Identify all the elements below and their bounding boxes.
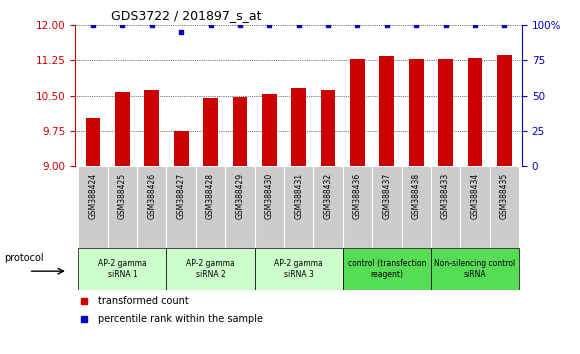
Bar [255, 166, 284, 248]
Text: GSM388432: GSM388432 [324, 173, 332, 219]
Bar [78, 166, 108, 248]
Text: Non-silencing control
siRNA: Non-silencing control siRNA [434, 259, 516, 279]
Text: GSM388431: GSM388431 [294, 173, 303, 219]
Bar [497, 55, 512, 166]
Bar [284, 166, 313, 248]
Bar [321, 90, 335, 166]
Text: GSM388424: GSM388424 [89, 173, 97, 219]
Text: GSM388429: GSM388429 [235, 173, 244, 219]
Text: GDS3722 / 201897_s_at: GDS3722 / 201897_s_at [111, 9, 262, 22]
Bar [372, 166, 401, 248]
Text: control (transfection
reagent): control (transfection reagent) [347, 259, 426, 279]
Bar [108, 166, 137, 248]
Bar [137, 166, 166, 248]
Bar [438, 59, 453, 166]
Text: GSM388436: GSM388436 [353, 173, 362, 219]
Bar [343, 166, 372, 248]
Text: GSM388433: GSM388433 [441, 173, 450, 219]
Bar [144, 90, 159, 166]
Bar [431, 166, 461, 248]
Text: GSM388438: GSM388438 [412, 173, 420, 219]
Bar [166, 248, 255, 290]
Bar [233, 97, 247, 166]
Text: AP-2 gamma
siRNA 3: AP-2 gamma siRNA 3 [274, 259, 323, 279]
Bar [467, 58, 483, 166]
Bar [313, 166, 343, 248]
Text: protocol: protocol [4, 253, 44, 263]
Bar [255, 248, 343, 290]
Text: GSM388426: GSM388426 [147, 173, 156, 219]
Text: percentile rank within the sample: percentile rank within the sample [97, 314, 263, 325]
Bar [115, 92, 130, 166]
Bar [350, 59, 365, 166]
Text: GSM388425: GSM388425 [118, 173, 127, 219]
Bar [409, 59, 423, 166]
Text: GSM388428: GSM388428 [206, 173, 215, 219]
Text: GSM388434: GSM388434 [470, 173, 480, 219]
Bar [262, 94, 277, 166]
Text: AP-2 gamma
siRNA 2: AP-2 gamma siRNA 2 [186, 259, 235, 279]
Bar [166, 166, 196, 248]
Bar [379, 56, 394, 166]
Text: GSM388435: GSM388435 [500, 173, 509, 219]
Bar [343, 248, 431, 290]
Bar [461, 166, 490, 248]
Text: GSM388437: GSM388437 [382, 173, 392, 219]
Bar [291, 87, 306, 166]
Text: transformed count: transformed count [97, 296, 188, 306]
Text: GSM388430: GSM388430 [265, 173, 274, 219]
Bar [431, 248, 519, 290]
Bar [203, 98, 218, 166]
Bar [78, 248, 166, 290]
Text: GSM388427: GSM388427 [177, 173, 186, 219]
Bar [490, 166, 519, 248]
Bar [401, 166, 431, 248]
Bar [225, 166, 255, 248]
Bar [196, 166, 225, 248]
Text: AP-2 gamma
siRNA 1: AP-2 gamma siRNA 1 [98, 259, 147, 279]
Bar [86, 118, 100, 166]
Bar [174, 131, 188, 166]
